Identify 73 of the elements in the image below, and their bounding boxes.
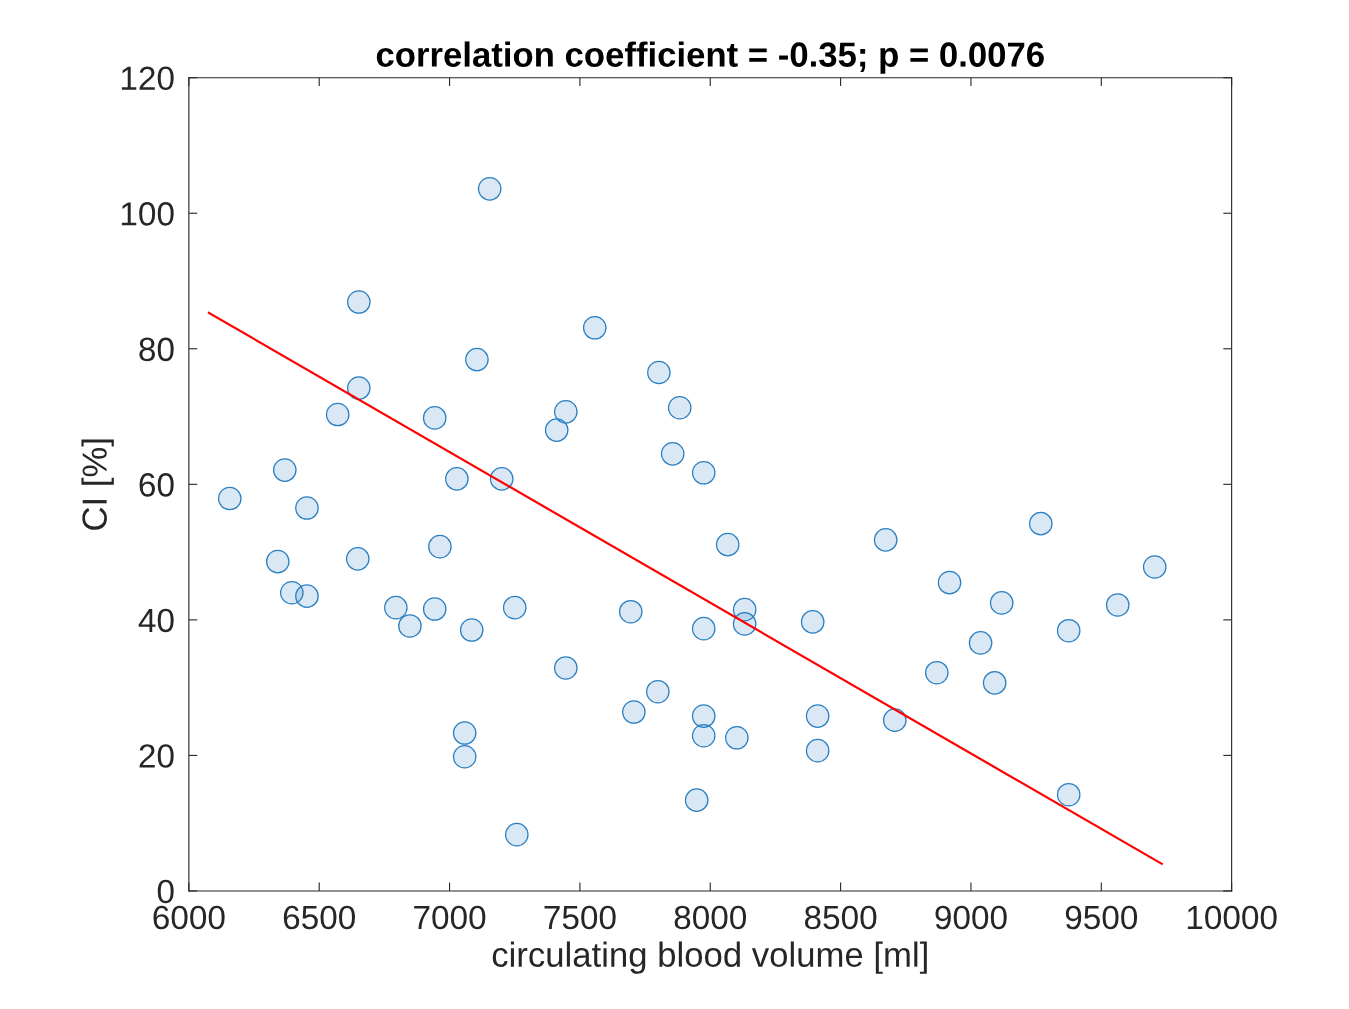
point [1142, 555, 1167, 579]
point [502, 595, 527, 620]
point [715, 532, 740, 557]
point [647, 360, 671, 385]
x-tick-label: 7000 [414, 905, 486, 930]
point [1028, 511, 1053, 536]
point [345, 547, 370, 571]
point [684, 788, 709, 812]
x-tick-label: 7500 [544, 905, 616, 930]
point [422, 597, 447, 621]
point [937, 570, 962, 595]
point [1056, 782, 1081, 807]
point [924, 660, 949, 685]
point [873, 528, 898, 552]
point [622, 700, 646, 724]
y-tick-label: 0 [157, 879, 174, 904]
point [982, 671, 1007, 695]
y-tick-label: 20 [139, 744, 174, 768]
x-tick-label: 9000 [935, 905, 1007, 930]
x-axis-title: circulating blood volume [ml] [492, 941, 927, 974]
point [265, 549, 290, 574]
point [459, 618, 484, 642]
point [882, 708, 907, 732]
x-tick-label: 8000 [674, 905, 747, 930]
y-tick-label: 60 [139, 473, 174, 497]
point [428, 534, 452, 559]
point [805, 704, 830, 728]
point [384, 595, 408, 620]
point [465, 347, 489, 372]
point [544, 418, 569, 442]
x-tick-label: 9500 [1065, 905, 1138, 930]
point [347, 290, 371, 314]
point [452, 744, 477, 769]
x-tick-label: 10000 [1187, 905, 1277, 930]
point [477, 177, 502, 201]
point [554, 399, 578, 424]
y-tick-label: 80 [139, 337, 174, 362]
y-tick-label: 40 [138, 608, 174, 633]
point [347, 376, 371, 400]
point [217, 486, 242, 511]
point [968, 631, 993, 655]
chart-title: correlation coefficient = -0.35; p = 0.0076 [376, 41, 1044, 74]
point [660, 442, 685, 466]
point [325, 402, 350, 427]
x-tick-label: 6500 [283, 905, 355, 930]
point [398, 614, 422, 638]
point [646, 679, 670, 704]
point [989, 591, 1014, 615]
point [295, 584, 319, 608]
point [504, 822, 529, 847]
point [582, 315, 607, 340]
y-axis-title: CI [%] [81, 439, 114, 530]
point [691, 704, 716, 728]
point [691, 723, 716, 748]
x-tick-label: 8500 [804, 905, 877, 930]
point [554, 656, 578, 680]
point [272, 458, 297, 482]
point [691, 460, 716, 485]
point [452, 721, 477, 745]
point [691, 616, 716, 641]
point [800, 610, 825, 634]
point [1056, 618, 1081, 643]
point [295, 496, 319, 520]
point [445, 467, 469, 491]
y-tick-label: 100 [121, 202, 174, 226]
y-tick-label: 120 [121, 66, 174, 91]
point [618, 599, 643, 624]
point [805, 738, 830, 763]
point [422, 406, 447, 430]
point [1105, 593, 1130, 617]
x-tick-label: 6000 [153, 905, 225, 930]
point [725, 725, 749, 750]
point [667, 395, 692, 420]
